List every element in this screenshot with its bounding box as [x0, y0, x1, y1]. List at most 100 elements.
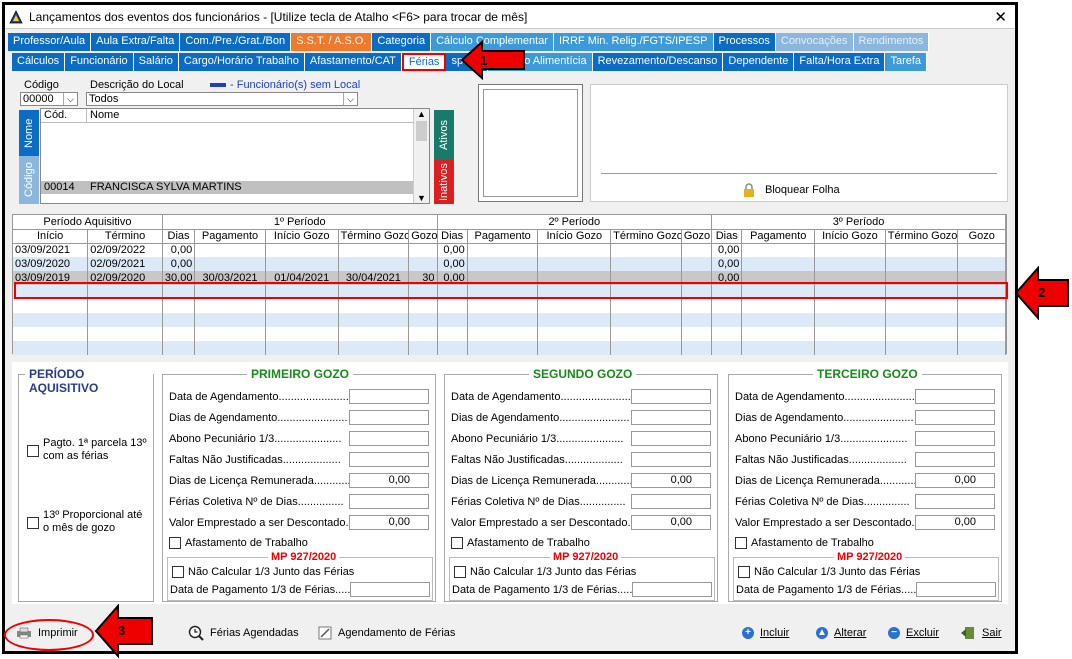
- callout-number-3: 3: [118, 623, 125, 638]
- nao-calcular-checkbox[interactable]: [172, 566, 184, 578]
- tab-tabs_row1-6[interactable]: IRRF Min. Relig./FGTS/IPESP: [553, 33, 714, 51]
- table-cell: [957, 257, 1006, 271]
- afastamento-checkbox[interactable]: [169, 537, 181, 549]
- bloquear-folha-button[interactable]: Bloquear Folha: [743, 183, 840, 197]
- tab-tabs_row1-0[interactable]: Professor/Aula: [8, 33, 92, 51]
- minus-icon: −: [888, 627, 900, 639]
- table-row[interactable]: [13, 299, 1006, 313]
- excluir-button[interactable]: − Excluir: [888, 627, 939, 639]
- sair-button[interactable]: Sair: [960, 626, 1002, 640]
- terceiro-gozo-title: TERCEIRO GOZO: [813, 367, 922, 381]
- table-cell: [610, 341, 682, 355]
- vtab-inativos[interactable]: Inativos: [434, 160, 454, 204]
- gozo-field-input[interactable]: [631, 452, 711, 467]
- gozo-field-input[interactable]: [349, 431, 429, 446]
- table-cell: [537, 299, 612, 313]
- vacation-periods-grid: Período Aquisitivo 1º Período 2º Período…: [12, 214, 1007, 355]
- tab-tabs_row1-2[interactable]: Com./Pre./Grat./Bon: [180, 33, 292, 51]
- pagto-parcela-13-checkbox[interactable]: [27, 445, 39, 457]
- imprimir-button[interactable]: Imprimir: [16, 627, 78, 639]
- table-row[interactable]: 03/09/2021 02/09/2022 0,00 0,00 0,00: [13, 243, 1006, 257]
- tab-tabs_row2-9[interactable]: Dependente: [723, 53, 795, 71]
- employee-list-scrollbar[interactable]: ▲ ▼: [413, 109, 429, 203]
- tab-tabs_row1-4[interactable]: Categoria: [372, 33, 432, 51]
- gozo-field-input[interactable]: [349, 452, 429, 467]
- gozo-field-input[interactable]: [915, 431, 995, 446]
- incluir-button[interactable]: + Incluir: [742, 627, 789, 639]
- tab-tabs_row2-0[interactable]: Cálculos: [12, 53, 66, 71]
- gozo-field-input[interactable]: 0,00: [631, 515, 711, 530]
- vtab-ativos[interactable]: Ativos: [434, 110, 454, 160]
- agendamento-ferias-button[interactable]: Agendamento de Férias: [318, 626, 455, 640]
- vtab-nome[interactable]: Nome: [19, 110, 39, 156]
- table-cell: [741, 341, 816, 355]
- gozo-field-input[interactable]: [349, 389, 429, 404]
- data-pagamento-input[interactable]: [350, 582, 430, 597]
- tab-tabs_row2-1[interactable]: Funcionário: [65, 53, 134, 71]
- gozo-field-input[interactable]: [915, 410, 995, 425]
- tab-tabs_row2-2[interactable]: Salário: [133, 53, 179, 71]
- tab-tabs_row1-8[interactable]: Convocações: [775, 33, 854, 51]
- proporcional-13-checkbox[interactable]: [27, 517, 39, 529]
- scroll-down-icon[interactable]: ▼: [417, 193, 426, 203]
- gozo-field-input[interactable]: 0,00: [915, 515, 995, 530]
- close-icon[interactable]: ✕: [994, 9, 1007, 26]
- gozo-field-input[interactable]: 0,00: [631, 473, 711, 488]
- data-pagamento-input[interactable]: [916, 582, 996, 597]
- scroll-thumb[interactable]: [416, 121, 427, 141]
- gozo-field-input[interactable]: [631, 389, 711, 404]
- gozo-field-input[interactable]: 0,00: [349, 473, 429, 488]
- list-item[interactable]: 00014 FRANCISCA SYLVA MARTINS: [41, 181, 415, 194]
- table-row[interactable]: [13, 313, 1006, 327]
- gozo-field-input[interactable]: [631, 431, 711, 446]
- gozo-field-input[interactable]: 0,00: [349, 515, 429, 530]
- gozo-field-input[interactable]: [915, 494, 995, 509]
- data-pagamento-input[interactable]: [632, 582, 712, 597]
- table-cell: [467, 285, 539, 299]
- afastamento-checkbox[interactable]: [451, 537, 463, 549]
- table-cell: [87, 299, 163, 313]
- tab-tabs_row1-7[interactable]: Processos: [713, 33, 776, 51]
- tab-tabs_row1-3[interactable]: S.S.T. / A.S.O.: [291, 33, 373, 51]
- descricao-combo[interactable]: Todos ⌵: [86, 92, 358, 106]
- ferias-agendadas-button[interactable]: Férias Agendadas: [188, 625, 299, 641]
- vtab-codigo[interactable]: Código: [19, 156, 39, 204]
- table-row[interactable]: 03/09/2019 02/09/2020 30,00 30/03/2021 01/04…: [13, 271, 1006, 285]
- nao-calcular-checkbox[interactable]: [454, 566, 466, 578]
- gozo-field-label: Dias de Licença Remunerada............: [735, 475, 917, 487]
- gozo-field-input[interactable]: [349, 410, 429, 425]
- gozo-field-input[interactable]: [349, 494, 429, 509]
- nao-calcular-checkbox[interactable]: [738, 566, 750, 578]
- tab-tabs_row2-10[interactable]: Falta/Hora Extra: [794, 53, 886, 71]
- tab-tabs_row2-4[interactable]: Afastamento/CAT: [304, 53, 402, 71]
- title-bar: Lançamentos dos eventos dos funcionários…: [5, 5, 1015, 29]
- tab-tabs_row1-9[interactable]: Rendimentos: [853, 33, 930, 51]
- gozo-field-input[interactable]: 0,00: [915, 473, 995, 488]
- tab-tabs_row2-3[interactable]: Cargo/Horário Trabalho: [178, 53, 305, 71]
- table-cell: [13, 341, 89, 355]
- chevron-down-icon[interactable]: ⌵: [63, 93, 77, 105]
- tab-tabs_row1-5[interactable]: Cálculo Complementar: [431, 33, 554, 51]
- table-cell: [957, 341, 1006, 355]
- table-row[interactable]: [13, 327, 1006, 341]
- gozo-field-input[interactable]: [915, 452, 995, 467]
- codigo-combo[interactable]: 00000 ⌵: [20, 92, 78, 106]
- scroll-up-icon[interactable]: ▲: [417, 109, 426, 119]
- tab-tabs_row2-8[interactable]: Revezamento/Descanso: [592, 53, 724, 71]
- table-row[interactable]: 03/09/2020 02/09/2021 0,00 0,00 0,00: [13, 257, 1006, 271]
- afastamento-checkbox[interactable]: [735, 537, 747, 549]
- gozo-field-input[interactable]: [631, 494, 711, 509]
- tab-tabs_row2-11[interactable]: Tarefa: [885, 53, 928, 71]
- table-row[interactable]: [13, 285, 1006, 299]
- tab-tabs_row2-5[interactable]: Férias: [401, 53, 447, 71]
- tab-tabs_row1-1[interactable]: Aula Extra/Falta: [91, 33, 181, 51]
- table-cell: 30: [408, 271, 438, 285]
- table-row[interactable]: [13, 341, 1006, 355]
- gozo-field-label: Dias de Agendamento.....................…: [451, 412, 630, 424]
- table-cell: [265, 313, 339, 327]
- alterar-button[interactable]: ▲ Alterar: [816, 627, 866, 639]
- gozo-field-input[interactable]: [915, 389, 995, 404]
- gozo-field-input[interactable]: [631, 410, 711, 425]
- table-cell: [741, 285, 816, 299]
- chevron-down-icon[interactable]: ⌵: [343, 93, 357, 105]
